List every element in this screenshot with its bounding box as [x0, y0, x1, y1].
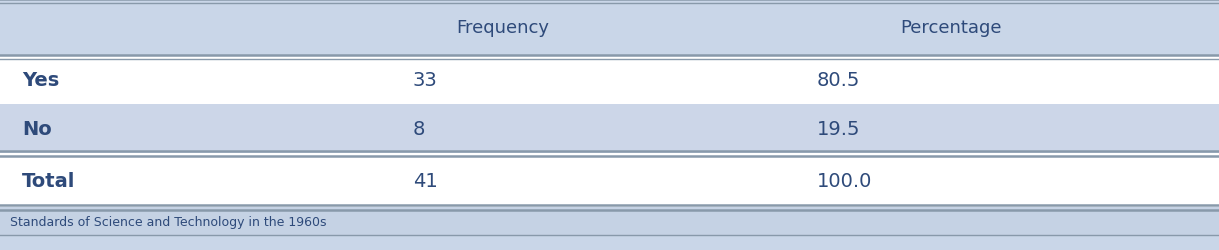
Bar: [0, 56, 1219, 105]
Bar: [0, 154, 1219, 208]
Bar: [0, 105, 1219, 154]
Text: Percentage: Percentage: [900, 19, 1002, 37]
Text: 41: 41: [413, 171, 438, 190]
Text: 33: 33: [413, 71, 438, 90]
Text: 80.5: 80.5: [817, 71, 861, 90]
Bar: [0, 0, 1219, 56]
Text: Yes: Yes: [22, 71, 60, 90]
Text: Standards of Science and Technology in the 1960s: Standards of Science and Technology in t…: [10, 215, 327, 228]
Text: No: No: [22, 120, 51, 139]
Text: 100.0: 100.0: [817, 171, 872, 190]
Text: Frequency: Frequency: [456, 19, 550, 37]
Text: 19.5: 19.5: [817, 120, 861, 139]
Text: Total: Total: [22, 171, 76, 190]
Bar: [0, 208, 1219, 235]
Text: 8: 8: [413, 120, 425, 139]
